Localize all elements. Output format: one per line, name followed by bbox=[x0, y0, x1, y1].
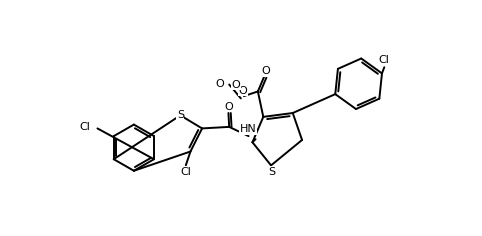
Text: Cl: Cl bbox=[180, 167, 191, 177]
Text: O: O bbox=[239, 86, 248, 96]
Text: O: O bbox=[231, 80, 240, 89]
Text: O: O bbox=[261, 67, 270, 76]
Text: O: O bbox=[225, 102, 234, 112]
Text: HN: HN bbox=[240, 124, 256, 134]
Text: Cl: Cl bbox=[379, 55, 390, 64]
Text: S: S bbox=[177, 110, 184, 120]
Text: O: O bbox=[216, 79, 225, 89]
Text: S: S bbox=[268, 167, 275, 177]
Text: Cl: Cl bbox=[80, 122, 91, 132]
